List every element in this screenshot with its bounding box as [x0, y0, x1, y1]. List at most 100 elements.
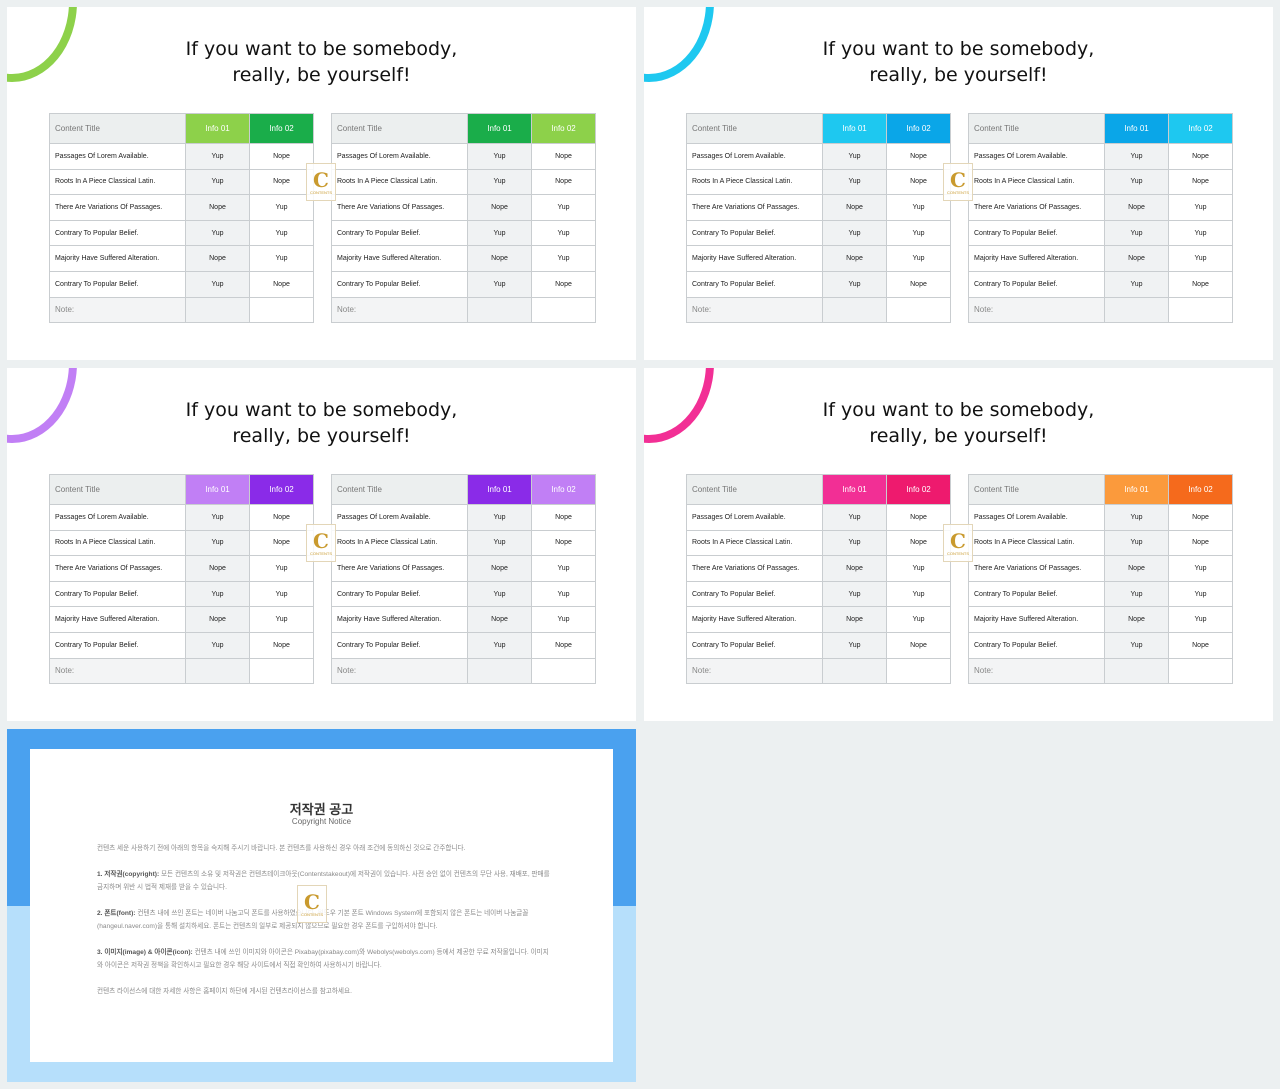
row-info-02-value: Nope [1168, 631, 1233, 659]
row-label: Contrary To Popular Belief. [686, 580, 823, 608]
row-label: Majority Have Suffered Alteration. [968, 606, 1105, 633]
row-info-01-value: Nope [467, 245, 532, 272]
note-empty-cell [185, 296, 250, 324]
notice-section-heading: 3. 이미지(image) & 아이콘(icon): [97, 949, 193, 956]
table-row: There Are Variations Of Passages. Nope Yup [968, 555, 1233, 582]
table-row: There Are Variations Of Passages. Nope Yup [968, 194, 1233, 221]
row-label: Roots In A Piece Classical Latin. [49, 168, 186, 196]
notice-body: 컨텐츠 세운 사용하기 전에 아래의 항목을 숙지해 주시기 바랍니다. 본 컨… [97, 842, 550, 998]
table-row: Contrary To Popular Belief. Yup Yup [968, 580, 1233, 608]
slide-1[interactable]: If you want to be somebody, really, be y… [7, 7, 636, 360]
header-content-title: Content Title [968, 474, 1105, 505]
row-label: Passages Of Lorem Available. [686, 504, 823, 531]
row-info-01-value: Yup [185, 270, 250, 298]
notice-section-text: 컨텐츠 내에 쓰인 폰트는 네이버 나눔고딕 폰트를 사용하였습니다. 윈도우 … [97, 910, 529, 930]
row-info-02-value: Nope [249, 143, 314, 170]
table-header-row: Content Title Info 01 Info 02 [49, 113, 314, 144]
comparison-table-right: Content Title Info 01 Info 02 Passages Of L… [968, 113, 1233, 324]
table-row: Majority Have Suffered Alteration. Nope Yu… [331, 245, 596, 272]
row-info-02-value: Nope [886, 270, 951, 298]
header-info-01: Info 01 [467, 474, 532, 505]
row-info-01-value: Nope [185, 194, 250, 221]
row-label: Contrary To Popular Belief. [331, 580, 468, 608]
note-label: Note: [331, 296, 468, 324]
header-content-title: Content Title [968, 113, 1105, 144]
row-label: Roots In A Piece Classical Latin. [331, 529, 468, 557]
row-label: Passages Of Lorem Available. [968, 143, 1105, 170]
header-info-01: Info 01 [467, 113, 532, 144]
notice-subtitle: Copyright Notice [291, 817, 352, 826]
copyright-notice-slide[interactable]: 저작권 공고 Copyright Notice 컨텐츠 세운 사용하기 전에 아… [7, 729, 636, 1082]
row-label: Passages Of Lorem Available. [686, 143, 823, 170]
row-label: Roots In A Piece Classical Latin. [968, 168, 1105, 196]
table-note-row: Note: [49, 296, 314, 324]
header-content-title: Content Title [49, 113, 186, 144]
row-info-02-value: Yup [249, 580, 314, 608]
header-info-02: Info 02 [1168, 113, 1233, 144]
row-label: Majority Have Suffered Alteration. [686, 606, 823, 633]
title-line-1: If you want to be somebody, [185, 399, 458, 421]
row-label: Roots In A Piece Classical Latin. [49, 529, 186, 557]
row-info-02-value: Yup [249, 219, 314, 247]
table-row: There Are Variations Of Passages. Nope Yup [49, 555, 314, 582]
row-info-01-value: Nope [467, 194, 532, 221]
table-note-row: Note: [968, 296, 1233, 324]
table-row: There Are Variations Of Passages. Nope Yup [686, 555, 951, 582]
row-info-02-value: Yup [249, 245, 314, 272]
row-info-01-value: Yup [467, 219, 532, 247]
row-info-01-value: Yup [822, 631, 887, 659]
watermark-letter: C [313, 167, 329, 192]
row-label: There Are Variations Of Passages. [686, 194, 823, 221]
note-label: Note: [686, 296, 823, 324]
row-label: Passages Of Lorem Available. [49, 143, 186, 170]
row-info-01-value: Yup [1104, 580, 1169, 608]
row-label: Contrary To Popular Belief. [49, 580, 186, 608]
watermark-text: CONTENTS [301, 911, 323, 917]
table-row: Passages Of Lorem Available. Yup Nope [968, 504, 1233, 531]
note-empty-cell [822, 657, 887, 685]
header-content-title: Content Title [686, 474, 823, 505]
row-info-01-value: Nope [1104, 194, 1169, 221]
note-label: Note: [686, 657, 823, 685]
row-info-01-value: Yup [822, 580, 887, 608]
comparison-table-left: Content Title Info 01 Info 02 Passages Of L… [49, 113, 314, 324]
header-info-01: Info 01 [1104, 113, 1169, 144]
watermark-logo: C CONTENTS [306, 524, 336, 562]
row-info-01-value: Yup [1104, 143, 1169, 170]
slide-3[interactable]: If you want to be somebody, really, be y… [7, 368, 636, 721]
row-info-01-value: Nope [185, 245, 250, 272]
row-label: Contrary To Popular Belief. [331, 219, 468, 247]
row-info-02-value: Yup [886, 606, 951, 633]
table-row: Majority Have Suffered Alteration. Nope Yu… [49, 606, 314, 633]
header-info-01: Info 01 [185, 474, 250, 505]
table-row: Passages Of Lorem Available. Yup Nope [49, 143, 314, 170]
slide-4[interactable]: If you want to be somebody, really, be y… [644, 368, 1273, 721]
note-label: Note: [331, 657, 468, 685]
row-info-02-value: Yup [1168, 245, 1233, 272]
slide-2[interactable]: If you want to be somebody, really, be y… [644, 7, 1273, 360]
table-row: Contrary To Popular Belief. Yup Nope [686, 631, 951, 659]
table-row: Majority Have Suffered Alteration. Nope Yu… [686, 606, 951, 633]
header-content-title: Content Title [331, 113, 468, 144]
row-info-01-value: Yup [1104, 168, 1169, 196]
slide-title: If you want to be somebody, really, be y… [644, 397, 1273, 449]
watermark-text: CONTENTS [310, 189, 332, 195]
row-info-01-value: Yup [467, 631, 532, 659]
table-row: Roots In A Piece Classical Latin. Yup Nope [331, 168, 596, 196]
table-row: Contrary To Popular Belief. Yup Yup [968, 219, 1233, 247]
row-label: There Are Variations Of Passages. [331, 194, 468, 221]
row-info-02-value: Yup [531, 555, 596, 582]
row-info-02-value: Nope [249, 270, 314, 298]
row-info-01-value: Yup [1104, 219, 1169, 247]
row-label: Passages Of Lorem Available. [331, 143, 468, 170]
note-empty-cell [467, 657, 532, 685]
header-content-title: Content Title [49, 474, 186, 505]
row-label: Roots In A Piece Classical Latin. [686, 168, 823, 196]
note-empty-cell [886, 657, 951, 685]
row-label: There Are Variations Of Passages. [968, 194, 1105, 221]
table-row: Passages Of Lorem Available. Yup Nope [331, 143, 596, 170]
table-row: Majority Have Suffered Alteration. Nope Yu… [331, 606, 596, 633]
header-info-02: Info 02 [886, 474, 951, 505]
row-info-01-value: Yup [185, 219, 250, 247]
table-row: Passages Of Lorem Available. Yup Nope [968, 143, 1233, 170]
